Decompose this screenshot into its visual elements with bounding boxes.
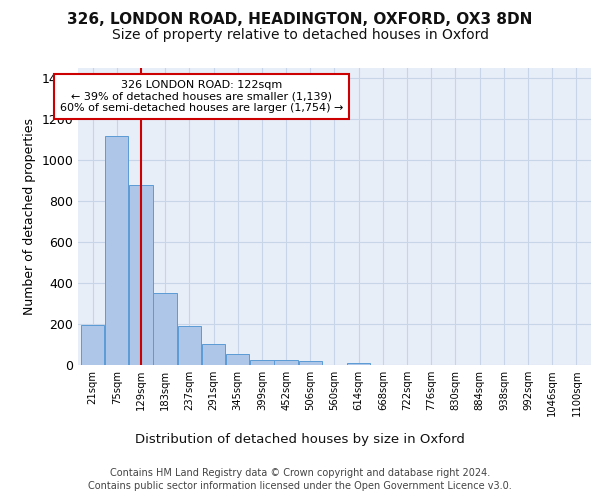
Bar [81, 324, 104, 365]
Text: 326, LONDON ROAD, HEADINGTON, OXFORD, OX3 8DN: 326, LONDON ROAD, HEADINGTON, OXFORD, OX… [67, 12, 533, 28]
Bar [129, 185, 152, 365]
Text: Distribution of detached houses by size in Oxford: Distribution of detached houses by size … [135, 432, 465, 446]
Bar [154, 293, 177, 365]
Y-axis label: Number of detached properties: Number of detached properties [23, 118, 36, 315]
Bar [105, 136, 128, 365]
Text: 326 LONDON ROAD: 122sqm
← 39% of detached houses are smaller (1,139)
60% of semi: 326 LONDON ROAD: 122sqm ← 39% of detache… [60, 80, 343, 113]
Bar [202, 344, 225, 365]
Bar [178, 326, 201, 365]
Bar [274, 360, 298, 365]
Text: Size of property relative to detached houses in Oxford: Size of property relative to detached ho… [112, 28, 488, 42]
Bar [250, 360, 274, 365]
Bar [347, 362, 370, 365]
Text: Contains public sector information licensed under the Open Government Licence v3: Contains public sector information licen… [88, 481, 512, 491]
Bar [299, 362, 322, 365]
Bar [226, 354, 250, 365]
Text: Contains HM Land Registry data © Crown copyright and database right 2024.: Contains HM Land Registry data © Crown c… [110, 468, 490, 477]
